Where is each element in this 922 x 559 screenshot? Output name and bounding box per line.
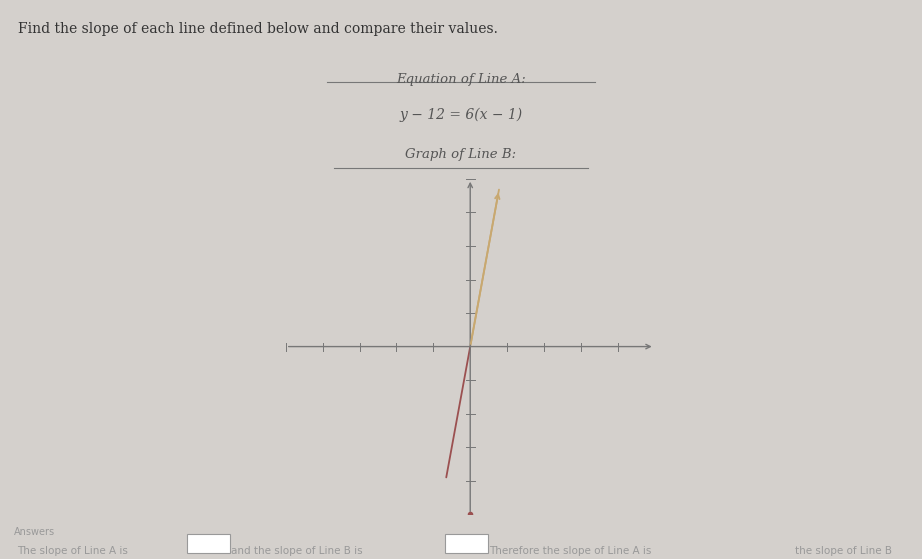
- Text: Therefore the slope of Line A is: Therefore the slope of Line A is: [489, 546, 651, 556]
- FancyBboxPatch shape: [187, 534, 230, 553]
- Text: and the slope of Line B is: and the slope of Line B is: [230, 546, 362, 556]
- Text: the slope of Line B: the slope of Line B: [795, 546, 892, 556]
- Text: Equation of Line A:: Equation of Line A:: [396, 73, 526, 86]
- Text: Graph of Line B:: Graph of Line B:: [406, 148, 516, 161]
- Text: Answers: Answers: [14, 527, 55, 537]
- Text: The slope of Line A is: The slope of Line A is: [17, 546, 127, 556]
- FancyBboxPatch shape: [445, 534, 488, 553]
- Text: Find the slope of each line defined below and compare their values.: Find the slope of each line defined belo…: [18, 22, 498, 36]
- Text: y − 12 = 6(x − 1): y − 12 = 6(x − 1): [399, 107, 523, 122]
